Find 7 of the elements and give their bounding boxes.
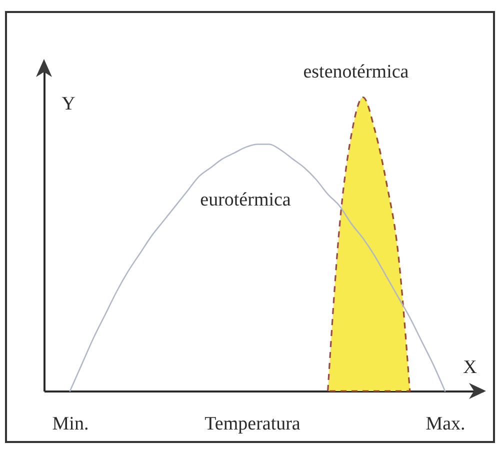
- series-label: estenotérmica: [303, 61, 410, 82]
- x-axis-title: Temperatura: [204, 414, 301, 434]
- series-label: eurotérmica: [200, 189, 292, 210]
- text: X: [463, 357, 478, 378]
- x-tick-label: Min.: [52, 414, 89, 434]
- y-axis-title: Y: [62, 94, 76, 114]
- x-tick-label: Max.: [426, 414, 466, 434]
